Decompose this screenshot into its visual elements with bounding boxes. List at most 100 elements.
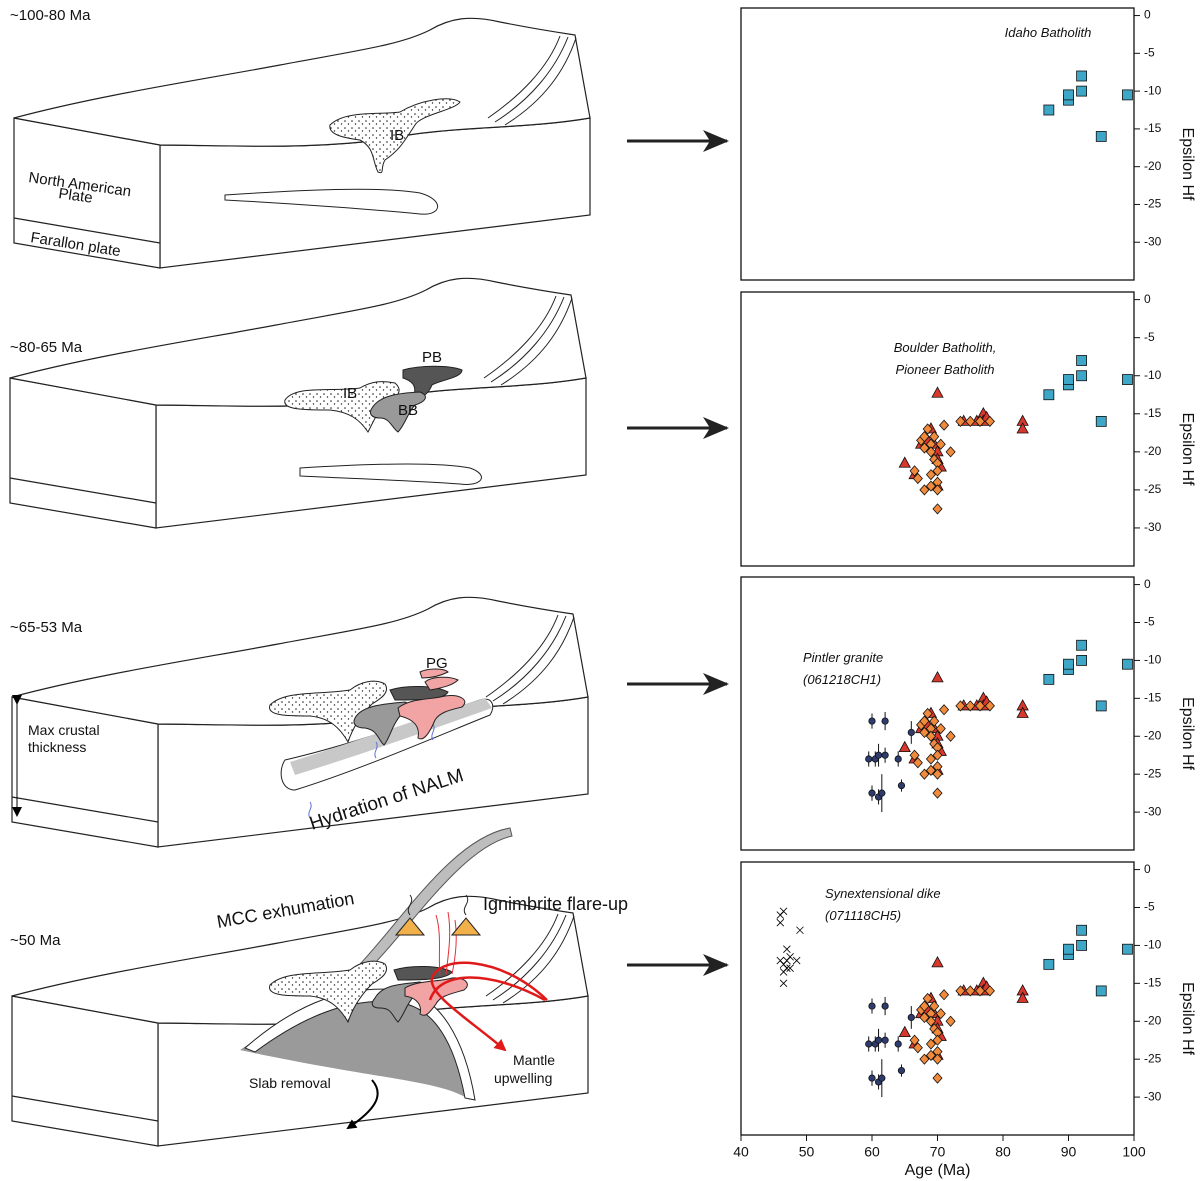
y-tick-label: -5 — [1144, 46, 1155, 60]
figure: ~100-80 Ma North American Plate Farallon… — [0, 0, 1202, 1181]
point — [895, 756, 901, 762]
annotation: Idaho Batholith — [1005, 25, 1092, 40]
page: ~100-80 Ma North American Plate Farallon… — [0, 0, 1202, 1181]
y-tick-label: -10 — [1144, 653, 1162, 667]
process-label: upwelling — [494, 1070, 552, 1086]
y-tick-label: -25 — [1144, 766, 1162, 780]
age-label: ~65-53 Ma — [10, 619, 83, 636]
y-tick-label: 0 — [1144, 862, 1151, 876]
pluton-label: PB — [422, 349, 442, 366]
process-label: Ignimbrite flare-up — [483, 894, 628, 914]
x-tick-label: 50 — [799, 1144, 815, 1160]
point — [869, 790, 875, 796]
point — [1096, 131, 1106, 141]
point — [1077, 71, 1087, 81]
point — [1096, 701, 1106, 711]
point — [1077, 86, 1087, 96]
y-tick-label: -30 — [1144, 804, 1162, 818]
plot-frame — [741, 8, 1134, 280]
y-tick-label: -15 — [1144, 121, 1162, 135]
y-axis-label: Epsilon Hf — [1179, 128, 1196, 201]
annotation: Synextensional dike — [825, 886, 941, 901]
process-label: Slab removal — [249, 1075, 331, 1091]
y-tick-label: -25 — [1144, 197, 1162, 211]
point — [879, 790, 885, 796]
crust-label: thickness — [28, 739, 86, 755]
point — [1096, 986, 1106, 996]
y-tick-label: -25 — [1144, 482, 1162, 496]
process-label: MCC exhumation — [215, 888, 355, 932]
point — [1064, 944, 1074, 954]
age-label: ~50 Ma — [10, 932, 61, 949]
point — [1077, 940, 1087, 950]
y-tick-label: -5 — [1144, 330, 1155, 344]
annotation: Boulder Batholith, — [894, 340, 997, 355]
point — [866, 756, 872, 762]
annotation: (071118CH5) — [825, 908, 901, 923]
y-tick-label: -15 — [1144, 406, 1162, 420]
y-tick-label: -20 — [1144, 728, 1162, 742]
point — [1122, 659, 1132, 669]
y-axis-label: Epsilon Hf — [1179, 413, 1196, 486]
age-label: ~100-80 Ma — [10, 7, 91, 24]
point — [895, 1041, 901, 1047]
y-tick-label: -20 — [1144, 1013, 1162, 1027]
point — [866, 1041, 872, 1047]
plot-frame — [741, 577, 1134, 850]
y-tick-label: -20 — [1144, 159, 1162, 173]
point — [908, 729, 914, 735]
point — [875, 752, 881, 758]
pluton-label: IB — [390, 127, 404, 144]
y-tick-label: -25 — [1144, 1051, 1162, 1065]
y-tick-label: 0 — [1144, 577, 1151, 591]
plot-frame — [741, 292, 1134, 566]
point — [898, 782, 904, 788]
x-axis-label: Age (Ma) — [905, 1162, 971, 1179]
y-tick-label: -10 — [1144, 938, 1162, 952]
point — [1044, 390, 1054, 400]
y-tick-label: 0 — [1144, 8, 1151, 22]
point — [1077, 356, 1087, 366]
y-axis-label: Epsilon Hf — [1179, 982, 1196, 1055]
point — [1077, 371, 1087, 381]
point — [1077, 640, 1087, 650]
y-tick-label: -10 — [1144, 368, 1162, 382]
x-tick-label: 90 — [1061, 1144, 1077, 1160]
x-tick-label: 100 — [1122, 1144, 1146, 1160]
point — [1096, 416, 1106, 426]
point — [875, 1037, 881, 1043]
annotation: (061218CH1) — [803, 672, 881, 687]
point — [882, 1037, 888, 1043]
crust-label: Max crustal — [28, 722, 100, 738]
y-tick-label: -30 — [1144, 234, 1162, 248]
x-tick-label: 60 — [864, 1144, 880, 1160]
pluton-label: PG — [426, 655, 448, 672]
point — [869, 1003, 875, 1009]
point — [1044, 674, 1054, 684]
y-tick-label: 0 — [1144, 292, 1151, 306]
annotation: Pintler granite — [803, 650, 883, 665]
y-tick-label: -30 — [1144, 1089, 1162, 1103]
x-tick-label: 80 — [995, 1144, 1011, 1160]
point — [1122, 90, 1132, 100]
process-label: Mantle — [513, 1052, 555, 1068]
y-tick-label: -5 — [1144, 900, 1155, 914]
point — [908, 1014, 914, 1020]
y-axis-label: Epsilon Hf — [1179, 697, 1196, 770]
crust-block — [14, 18, 590, 268]
plot-frame — [741, 862, 1134, 1135]
y-tick-label: -15 — [1144, 976, 1162, 990]
pluton-label: IB — [343, 385, 357, 402]
y-tick-label: -15 — [1144, 691, 1162, 705]
y-tick-label: -5 — [1144, 615, 1155, 629]
point — [1122, 375, 1132, 385]
point — [882, 1003, 888, 1009]
pluton-label: BB — [398, 402, 418, 419]
x-tick-label: 40 — [733, 1144, 749, 1160]
y-tick-label: -20 — [1144, 444, 1162, 458]
annotation: Pioneer Batholith — [895, 362, 994, 377]
point — [1122, 944, 1132, 954]
point — [898, 1067, 904, 1073]
y-tick-label: -10 — [1144, 83, 1162, 97]
point — [1064, 90, 1074, 100]
